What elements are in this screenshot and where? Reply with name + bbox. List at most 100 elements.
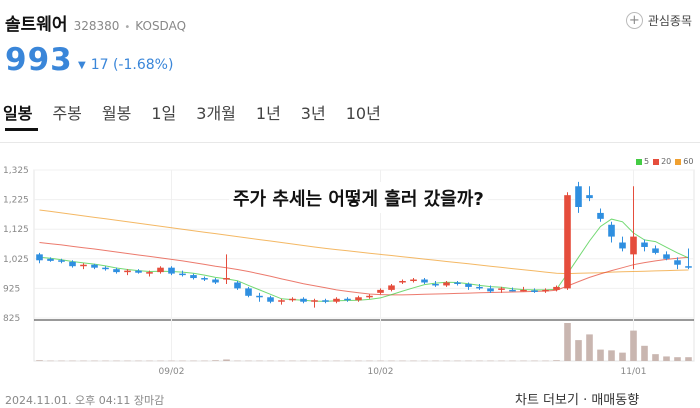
candle-body (58, 260, 65, 262)
candle-body (685, 266, 692, 268)
tab-monthly[interactable]: 월봉 (101, 104, 132, 123)
candle-body (454, 282, 461, 284)
candle-body (366, 295, 373, 298)
candle-body (388, 285, 395, 290)
legend-swatch-ma60 (675, 158, 682, 165)
period-tabs: 일봉 주봉 월봉 1일 3개월 1년 3년 10년 (3, 100, 401, 126)
candle-body (355, 297, 362, 301)
candle-body (179, 273, 186, 276)
candle-body (399, 281, 406, 283)
volume-bar (333, 360, 340, 362)
candle-body (509, 289, 516, 292)
stock-name: 솔트웨어 (5, 15, 68, 35)
volume-bar (432, 360, 439, 362)
tab-daily[interactable]: 일봉 (3, 104, 33, 123)
candle-body (157, 267, 164, 273)
volume-bar (531, 360, 538, 362)
volume-bar (300, 360, 307, 362)
volume-bar (113, 360, 120, 362)
candle-body (36, 254, 43, 261)
volume-bar (399, 360, 406, 362)
volume-bar (476, 360, 483, 362)
volume-bar (157, 360, 164, 362)
y-tick-label: 1,225 (3, 196, 29, 206)
ma-legend: 5 20 60 (632, 157, 693, 166)
candle-body (674, 260, 681, 265)
price-chart[interactable]: 1,325 1,225 1,125 1,025 925 825 09/02 10/02 11/0… (0, 143, 700, 400)
candle-body (256, 295, 263, 298)
ma5-line (39, 218, 689, 302)
tab-weekly[interactable]: 주봉 (52, 104, 82, 123)
tab-1year[interactable]: 1년 (255, 104, 281, 123)
volume-bar (124, 360, 131, 362)
candle-body (344, 298, 351, 301)
tab-3months[interactable]: 3개월 (196, 104, 236, 123)
volume-bar (454, 360, 461, 362)
active-tab-indicator (5, 128, 38, 131)
volume-bar (575, 340, 582, 361)
current-price: 993 (5, 42, 73, 78)
candle-body (190, 275, 197, 279)
favorite-label: 관심종목 (647, 14, 692, 28)
price-change: ▼ 17 (-1.68%) (78, 57, 173, 73)
volume-bar (377, 360, 384, 362)
candle-body (498, 288, 505, 290)
candle-body (234, 282, 241, 289)
candle-body (564, 195, 571, 289)
volume-bar (212, 360, 219, 361)
tab-1day[interactable]: 1일 (151, 104, 177, 123)
candle-body (531, 290, 538, 292)
volume-bar (619, 352, 626, 361)
volume-bar (674, 357, 681, 361)
x-tick-label: 09/02 (159, 367, 185, 377)
ma20-line (39, 242, 689, 296)
volume-bar (410, 360, 417, 362)
candle-body (102, 267, 109, 270)
candle-body (641, 242, 648, 247)
volume-bar (179, 360, 186, 362)
update-time: 2024.11.01. 오후 04:11 장마감 (5, 394, 165, 407)
add-favorite-button[interactable]: + 관심종목 (625, 12, 692, 29)
volume-bar (630, 330, 637, 361)
tab-10years[interactable]: 10년 (345, 104, 381, 123)
chart-more-link[interactable]: 차트 더보기 · 매매동향 (515, 393, 640, 408)
legend-ma60: 60 (683, 157, 694, 166)
volume-bar (36, 360, 43, 361)
candle-body (597, 212, 604, 219)
candle-body (80, 264, 87, 267)
candle-body (245, 288, 252, 296)
legend-swatch-ma20 (653, 158, 660, 165)
candle-body (201, 278, 208, 280)
volume-bar (80, 360, 87, 362)
candle-body (608, 224, 615, 237)
candle-body (311, 300, 318, 302)
volume-bar (465, 360, 472, 362)
x-tick-label: 11/01 (621, 367, 647, 377)
change-value: 17 (-1.68%) (90, 57, 174, 73)
y-tick-label: 825 (3, 314, 20, 324)
volume-bar (421, 360, 428, 362)
overlay-banner: 주가 추세는 어떻게 흘러 갔을까? (229, 182, 488, 213)
candle-body (487, 288, 494, 292)
candle-body (91, 264, 98, 268)
volume-bar (234, 360, 241, 362)
stock-code: 328380 (73, 19, 120, 33)
volume-bar (245, 360, 252, 362)
candle-body (223, 278, 230, 280)
candle-body (113, 269, 120, 273)
volume-bar (586, 334, 593, 361)
volume-bar (498, 360, 505, 362)
candle-body (421, 279, 428, 283)
volume-bar (322, 360, 329, 362)
candle-body (630, 236, 637, 255)
volume-bar (91, 360, 98, 362)
candle-body (520, 289, 527, 292)
volume-bar (146, 360, 153, 362)
candle-body (267, 297, 274, 302)
plus-icon: + (625, 12, 643, 29)
volume-bar (641, 345, 648, 361)
candle-body (410, 279, 417, 282)
volume-bar (168, 360, 175, 362)
tab-3years[interactable]: 3년 (300, 104, 326, 123)
volume-bar (542, 360, 549, 362)
